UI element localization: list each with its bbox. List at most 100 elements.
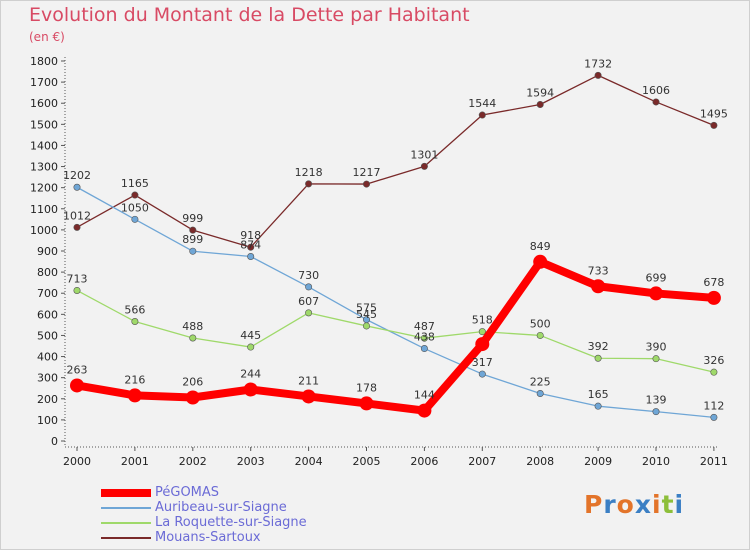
series-layer bbox=[70, 71, 721, 421]
data-label: 244 bbox=[240, 367, 261, 380]
data-label: 317 bbox=[472, 356, 493, 369]
data-point bbox=[305, 309, 313, 317]
x-tick-label: 2003 bbox=[237, 455, 265, 468]
logo-letter: x bbox=[634, 490, 652, 519]
x-tick-label: 2007 bbox=[468, 455, 496, 468]
data-point bbox=[710, 121, 718, 129]
data-label: 733 bbox=[588, 264, 609, 277]
logo-letter: t bbox=[661, 490, 675, 519]
legend: PéGOMAS Auribeau-sur-Siagne La Roquette-… bbox=[101, 485, 307, 545]
data-label: 1202 bbox=[63, 169, 91, 182]
data-label: 1594 bbox=[526, 86, 554, 99]
y-tick-label: 1500 bbox=[30, 118, 58, 131]
data-point bbox=[305, 180, 313, 188]
data-point bbox=[594, 402, 602, 410]
x-tick-label: 2000 bbox=[63, 455, 91, 468]
data-label: 488 bbox=[182, 320, 203, 333]
data-point bbox=[652, 408, 660, 416]
legend-item-la-roquette: La Roquette-sur-Siagne bbox=[101, 515, 307, 530]
y-tick-label: 0 bbox=[51, 435, 58, 448]
data-point bbox=[594, 71, 602, 79]
proxiti-logo: Proxiti bbox=[584, 490, 684, 519]
data-point bbox=[73, 183, 81, 191]
data-label: 545 bbox=[356, 308, 377, 321]
data-point bbox=[362, 322, 370, 330]
data-point bbox=[247, 252, 255, 260]
data-point bbox=[478, 328, 486, 336]
y-tick-label: 500 bbox=[37, 329, 58, 342]
data-label: 518 bbox=[472, 314, 493, 327]
data-label: 225 bbox=[530, 376, 551, 389]
data-label: 1050 bbox=[121, 201, 149, 214]
data-point bbox=[594, 354, 602, 362]
data-label: 206 bbox=[182, 376, 203, 389]
x-tick-label: 2004 bbox=[295, 455, 323, 468]
data-label: 918 bbox=[240, 229, 261, 242]
x-tick-label: 2009 bbox=[584, 455, 612, 468]
y-tick-label: 1700 bbox=[30, 76, 58, 89]
data-point bbox=[417, 403, 432, 418]
data-point bbox=[710, 413, 718, 421]
logo-letter: i bbox=[652, 490, 662, 519]
data-label: 390 bbox=[646, 341, 667, 354]
data-point bbox=[649, 286, 663, 301]
legend-swatch bbox=[101, 488, 151, 497]
data-label: 144 bbox=[414, 389, 435, 402]
y-tick-label: 200 bbox=[37, 393, 58, 406]
data-label: 1217 bbox=[353, 166, 381, 179]
series-line bbox=[76, 289, 715, 373]
x-tick-label: 2002 bbox=[179, 455, 207, 468]
data-point bbox=[131, 191, 139, 199]
y-tick-label: 600 bbox=[37, 308, 58, 321]
y-tick-label: 400 bbox=[37, 351, 58, 364]
data-point bbox=[189, 247, 197, 255]
data-label: 1544 bbox=[468, 97, 496, 110]
data-label: 438 bbox=[414, 331, 435, 344]
data-label: 1732 bbox=[584, 57, 612, 70]
data-point bbox=[189, 334, 197, 342]
logo-letter: o bbox=[616, 490, 635, 519]
data-point bbox=[420, 345, 428, 353]
data-label: 1495 bbox=[700, 107, 728, 120]
x-tick-label: 2008 bbox=[526, 455, 554, 468]
y-tick-label: 800 bbox=[37, 266, 58, 279]
legend-label: La Roquette-sur-Siagne bbox=[155, 515, 307, 530]
data-point bbox=[478, 370, 486, 378]
data-point bbox=[127, 388, 142, 403]
y-tick-label: 1200 bbox=[30, 182, 58, 195]
data-point bbox=[301, 389, 316, 404]
legend-label: Mouans-Sartoux bbox=[155, 530, 261, 545]
logo-letter: i bbox=[674, 490, 685, 519]
data-label: 216 bbox=[124, 373, 145, 386]
data-label: 713 bbox=[67, 272, 88, 285]
data-label: 607 bbox=[298, 295, 319, 308]
data-point bbox=[591, 279, 606, 294]
data-point bbox=[420, 334, 428, 342]
data-label: 139 bbox=[646, 394, 667, 407]
y-tick-label: 1600 bbox=[30, 97, 58, 110]
data-label: 874 bbox=[240, 238, 261, 251]
series-line bbox=[76, 186, 715, 419]
data-point bbox=[652, 355, 660, 363]
data-point bbox=[475, 337, 490, 352]
data-label: 678 bbox=[703, 276, 724, 289]
legend-item-auribeau: Auribeau-sur-Siagne bbox=[101, 500, 307, 515]
data-label: 899 bbox=[182, 233, 203, 246]
data-label: 392 bbox=[588, 340, 609, 353]
x-tick-label: 2006 bbox=[410, 455, 438, 468]
data-label: 1301 bbox=[410, 148, 438, 161]
data-label: 730 bbox=[298, 269, 319, 282]
legend-item-pegomas: PéGOMAS bbox=[101, 485, 307, 500]
data-point bbox=[706, 290, 721, 305]
data-point bbox=[533, 254, 548, 269]
chart-axes: 0 100 200 300 400 500 600 700 800 900 1000 1100 1200… bbox=[30, 55, 728, 468]
data-label: 1012 bbox=[63, 209, 91, 222]
data-label: 1218 bbox=[295, 166, 323, 179]
data-label: 211 bbox=[298, 374, 319, 387]
data-point bbox=[189, 226, 197, 234]
data-point bbox=[70, 378, 84, 393]
data-label: 263 bbox=[67, 363, 88, 376]
x-tick-label: 2001 bbox=[121, 455, 149, 468]
data-label: 849 bbox=[530, 240, 551, 253]
